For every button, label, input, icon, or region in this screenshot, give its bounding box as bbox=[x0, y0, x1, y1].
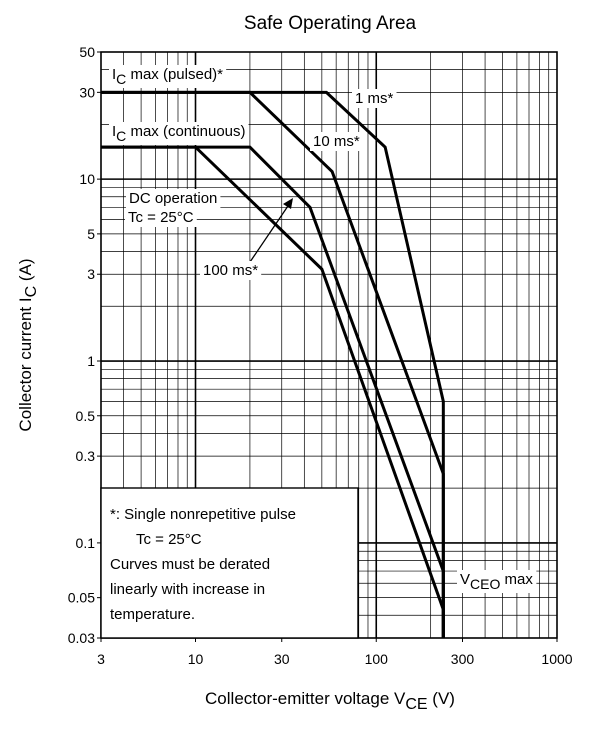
x-axis-title-part: (V) bbox=[428, 689, 455, 708]
y-tick-label: 0.3 bbox=[76, 448, 96, 464]
y-tick-label: 3 bbox=[87, 266, 95, 282]
note-line: Curves must be derated bbox=[110, 556, 270, 573]
series-label-text: 10 ms* bbox=[313, 133, 360, 150]
series-label: 1 ms* bbox=[352, 89, 397, 108]
note-line: linearly with increase in bbox=[110, 581, 265, 598]
series-label-background bbox=[126, 189, 221, 208]
y-tick-label: 0.5 bbox=[76, 408, 96, 424]
y-tick-label: 0.03 bbox=[68, 630, 95, 646]
x-tick-label: 3 bbox=[97, 651, 105, 667]
annotation-background bbox=[457, 570, 537, 593]
x-tick-label: 300 bbox=[451, 651, 475, 667]
annotation-text: IC max (continuous) bbox=[112, 123, 246, 144]
note-line: *: Single nonrepetitive pulse bbox=[110, 506, 296, 523]
annotation-part: I bbox=[112, 66, 116, 83]
x-axis-title-part: CE bbox=[405, 696, 427, 713]
annotation-part: CEO bbox=[470, 576, 500, 592]
annotation-text: VCEO max bbox=[460, 571, 533, 592]
annotation: VCEO max bbox=[457, 570, 537, 593]
annotation-part: V bbox=[460, 571, 470, 588]
annotation-part: max bbox=[500, 571, 533, 588]
annotation: IC max (continuous) bbox=[109, 122, 249, 145]
soa-curve bbox=[101, 145, 445, 638]
series-label: DC operation bbox=[126, 189, 221, 208]
x-tick-label: 100 bbox=[365, 651, 389, 667]
annotation-part: max (pulsed)* bbox=[126, 66, 223, 83]
y-axis-title-part: Collector current I bbox=[16, 297, 35, 431]
annotation-background bbox=[109, 122, 249, 145]
x-tick-label: 30 bbox=[274, 651, 290, 667]
annotation-part: C bbox=[116, 128, 126, 144]
annotation-text: IC max (pulsed)* bbox=[112, 66, 223, 87]
annotation-text: Tc = 25°C bbox=[128, 209, 194, 226]
y-tick-label: 0.1 bbox=[76, 535, 96, 551]
series-label-text: 100 ms* bbox=[203, 262, 258, 279]
y-axis-title: Collector current IC (A) bbox=[16, 258, 40, 431]
note-line: Tc = 25°C bbox=[136, 531, 202, 548]
x-tick-label: 1000 bbox=[541, 651, 572, 667]
series-label-text: DC operation bbox=[129, 190, 217, 207]
y-tick-label: 0.05 bbox=[68, 590, 95, 606]
y-tick-label: 30 bbox=[79, 84, 95, 100]
y-tick-label: 5 bbox=[87, 226, 95, 242]
note-box: *: Single nonrepetitive pulse Tc = 25°C Cu… bbox=[100, 487, 359, 639]
y-tick-label: 10 bbox=[79, 171, 95, 187]
x-tick-label: 10 bbox=[188, 651, 204, 667]
annotation: IC max (pulsed)* bbox=[109, 65, 227, 88]
annotation: Tc = 25°C bbox=[125, 208, 197, 227]
annotation-part: I bbox=[112, 123, 116, 140]
y-axis-title-part: (A) bbox=[16, 258, 35, 285]
soa-curve bbox=[101, 145, 445, 638]
arrow-line bbox=[249, 202, 291, 263]
series-label-background bbox=[310, 132, 363, 151]
y-axis-title-part: C bbox=[23, 286, 40, 298]
arrow-head bbox=[283, 198, 293, 209]
series-label-background bbox=[352, 89, 397, 108]
x-axis-title-part: Collector-emitter voltage V bbox=[205, 689, 406, 708]
note-line: temperature. bbox=[110, 606, 195, 623]
chart-title: Safe Operating Area bbox=[244, 13, 417, 34]
series-label: 10 ms* bbox=[310, 132, 363, 151]
soa-curve bbox=[101, 90, 445, 638]
annotation-part: C bbox=[116, 71, 126, 87]
series-label: 100 ms* bbox=[200, 261, 262, 280]
note-background bbox=[100, 487, 359, 639]
y-tick-label: 1 bbox=[87, 353, 95, 369]
series-label-background bbox=[200, 261, 262, 280]
x-axis-title: Collector-emitter voltage VCE (V) bbox=[205, 689, 455, 713]
annotation-background bbox=[125, 208, 197, 227]
y-tick-label: 50 bbox=[79, 44, 95, 60]
series-label-text: 1 ms* bbox=[355, 90, 394, 107]
annotation-background bbox=[109, 65, 227, 88]
annotation-part: max (continuous) bbox=[126, 123, 245, 140]
